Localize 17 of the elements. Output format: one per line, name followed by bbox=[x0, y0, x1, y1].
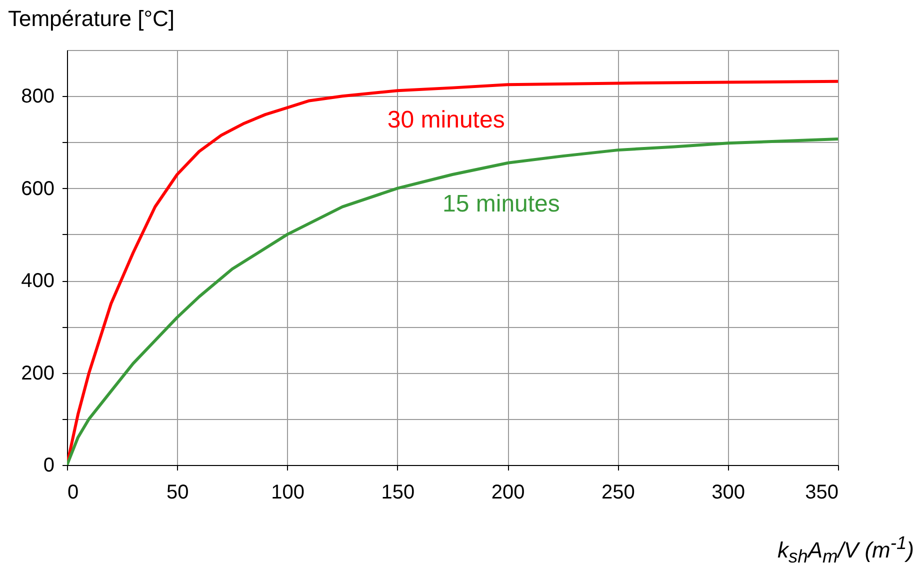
x-tick-label: 150 bbox=[381, 482, 415, 504]
y-tick-label: 800 bbox=[21, 86, 54, 108]
x-tick-label: 0 bbox=[68, 482, 79, 504]
series-label: 30 minutes bbox=[387, 106, 505, 134]
y-tick-label: 400 bbox=[21, 270, 54, 292]
y-tick-label: 0 bbox=[43, 454, 54, 476]
x-axis-title: k$_{sh}$A$_{m}$/V (m$^{-1}$) bbox=[777, 532, 914, 568]
x-tick-label: 50 bbox=[166, 482, 189, 504]
y-axis-title: Température [°C] bbox=[8, 6, 175, 32]
series-label: 15 minutes bbox=[442, 190, 560, 218]
y-tick-label: 200 bbox=[21, 362, 54, 384]
x-tick-label: 350 bbox=[805, 482, 838, 504]
y-tick-label: 600 bbox=[21, 178, 54, 200]
x-tick-label: 100 bbox=[271, 482, 304, 504]
x-tick-label: 300 bbox=[712, 482, 746, 504]
x-tick-label: 250 bbox=[602, 482, 635, 504]
x-tick-label: 200 bbox=[491, 482, 525, 504]
